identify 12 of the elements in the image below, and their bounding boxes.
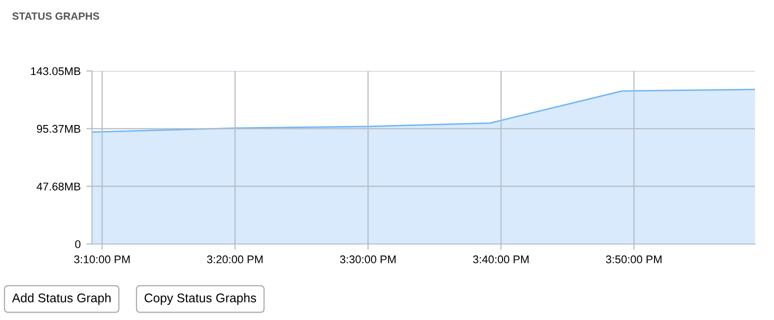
chart-title: STATUS GRAPHS — [12, 12, 100, 20]
x-tick-label: 3:20:00 PM — [207, 255, 263, 264]
text: Copy Status Graphs — [144, 293, 256, 305]
y-tick-label: 47.68MB — [36, 182, 80, 190]
x-tick-label: 3:40:00 PM — [473, 255, 529, 264]
text: Add Status Graph — [12, 293, 111, 305]
y-tick-label: 95.37MB — [36, 124, 80, 133]
x-tick-label: 3:50:00 PM — [606, 255, 662, 264]
y-tick-label: 143.05MB — [31, 67, 80, 76]
x-tick-label: 3:30:00 PM — [340, 255, 396, 264]
x-tick-label: 3:10:00 PM — [74, 255, 130, 264]
y-tick-label: 0 — [75, 240, 80, 248]
